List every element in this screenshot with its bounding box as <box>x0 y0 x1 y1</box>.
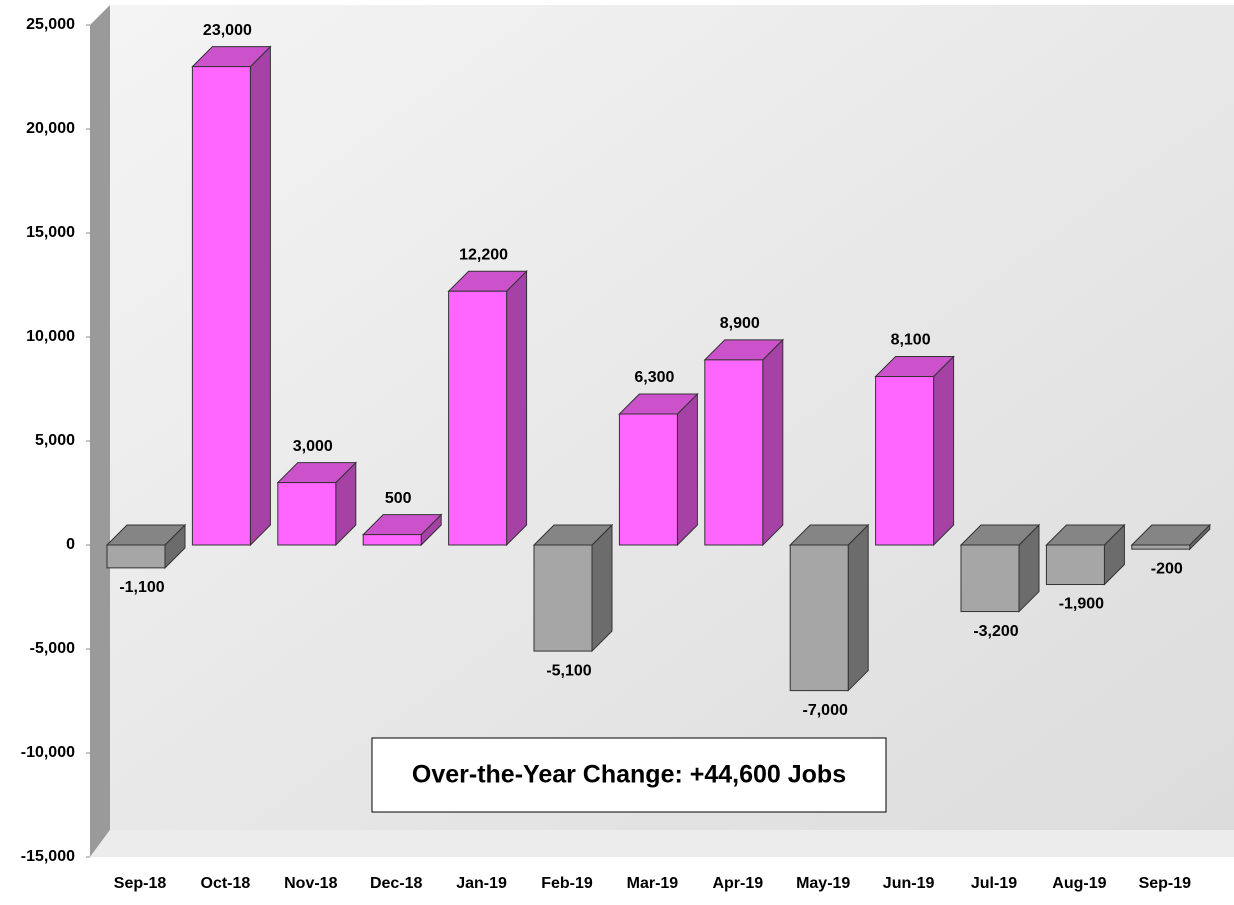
bar <box>533 544 593 652</box>
bar <box>875 376 935 546</box>
y-tick-label: 15,000 <box>26 224 75 241</box>
x-tick-label: Sep-19 <box>1139 875 1192 892</box>
bar-side <box>676 392 698 547</box>
bar <box>704 359 764 546</box>
data-label: 6,300 <box>634 369 674 386</box>
bar-side <box>591 523 613 653</box>
bar <box>362 534 422 546</box>
data-label: -5,100 <box>546 662 591 679</box>
bar-side <box>506 270 528 547</box>
bar <box>960 544 1020 613</box>
x-tick-label: May-19 <box>796 875 850 892</box>
bar <box>106 544 166 569</box>
data-label: -1,100 <box>119 579 164 596</box>
bar-side <box>762 338 784 547</box>
bar <box>618 413 678 546</box>
y-tick-label: -15,000 <box>21 848 75 865</box>
bar <box>448 290 508 546</box>
y-tick-label: 0 <box>66 536 75 553</box>
data-label: -1,900 <box>1059 596 1104 613</box>
x-tick-label: Jan-19 <box>456 875 507 892</box>
x-tick-label: Sep-18 <box>114 875 167 892</box>
bar <box>191 66 251 546</box>
x-tick-label: Mar-19 <box>627 875 679 892</box>
data-label: -200 <box>1151 560 1183 577</box>
data-label: 12,200 <box>459 246 508 263</box>
data-label: 3,000 <box>293 438 333 455</box>
x-tick-label: Nov-18 <box>284 875 337 892</box>
x-tick-label: Jun-19 <box>883 875 935 892</box>
y-tick-label: 25,000 <box>26 16 75 33</box>
y-tick-label: -5,000 <box>30 640 75 657</box>
x-tick-label: Dec-18 <box>370 875 423 892</box>
bar <box>277 482 337 546</box>
x-tick-label: Apr-19 <box>712 875 763 892</box>
x-tick-label: Feb-19 <box>541 875 593 892</box>
x-tick-label: Aug-19 <box>1052 875 1106 892</box>
data-label: 500 <box>385 490 412 507</box>
bar-side <box>847 523 869 692</box>
bar-side <box>933 355 955 547</box>
data-label: -7,000 <box>803 702 848 719</box>
y-tick-label: 20,000 <box>26 120 75 137</box>
bar <box>1131 544 1191 550</box>
floor <box>90 830 1234 857</box>
y-tick-label: -10,000 <box>21 744 75 761</box>
annotation: Over-the-Year Change: +44,600 Jobs <box>412 761 846 789</box>
data-label: -3,200 <box>973 623 1018 640</box>
annotation-box <box>371 737 887 813</box>
y-tick-label: 10,000 <box>26 328 75 345</box>
data-label: 8,900 <box>720 315 760 332</box>
side-wall <box>90 5 110 857</box>
bar-side <box>249 45 271 547</box>
data-label: 8,100 <box>891 332 931 349</box>
y-tick-label: 5,000 <box>35 432 75 449</box>
data-label: 23,000 <box>203 22 252 39</box>
bar <box>789 544 849 692</box>
bar <box>1045 544 1105 586</box>
x-tick-label: Jul-19 <box>971 875 1017 892</box>
x-tick-label: Oct-18 <box>201 875 251 892</box>
